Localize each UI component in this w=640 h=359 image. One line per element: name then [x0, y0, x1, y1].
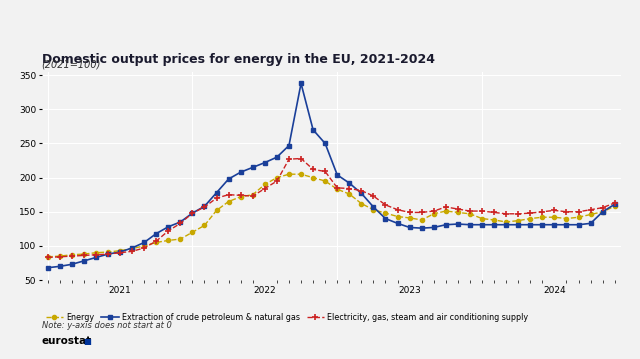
Legend: Energy, Extraction of crude petroleum & natural gas, Electricity, gas, steam and: Energy, Extraction of crude petroleum & … — [45, 313, 529, 322]
Text: eurostat: eurostat — [42, 336, 92, 346]
Text: Domestic output prices for energy in the EU, 2021-2024: Domestic output prices for energy in the… — [42, 53, 435, 66]
Text: Note: y-axis does not start at 0: Note: y-axis does not start at 0 — [42, 321, 172, 330]
Text: ■: ■ — [83, 337, 91, 346]
Text: (2021=100): (2021=100) — [42, 59, 101, 69]
